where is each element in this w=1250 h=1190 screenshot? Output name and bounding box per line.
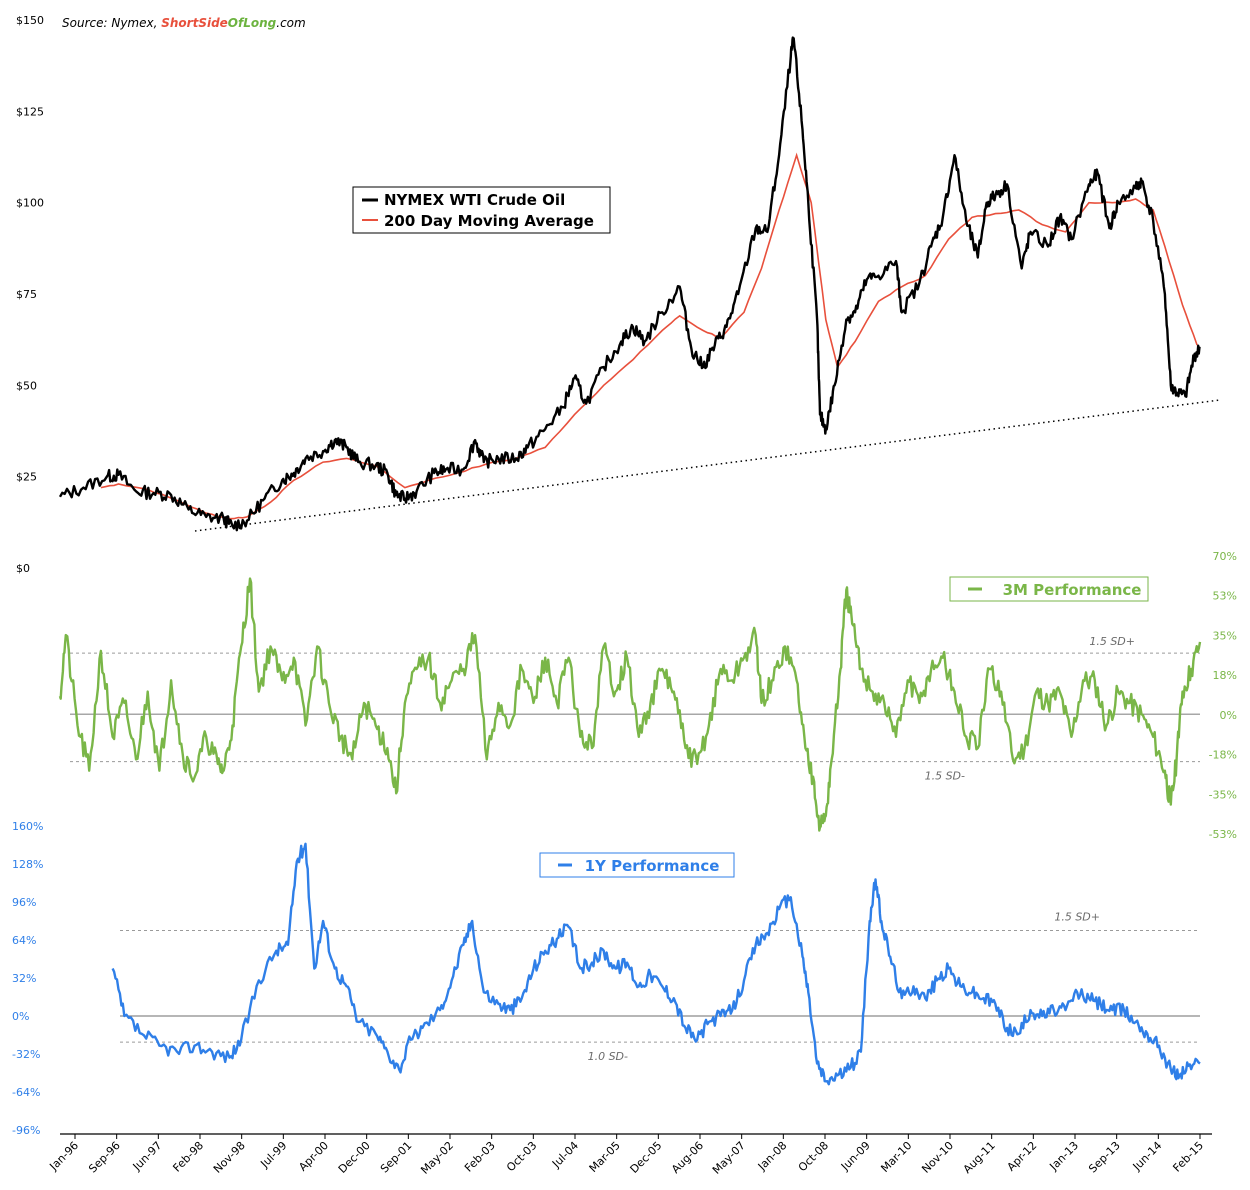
- y-tick-label: $50: [16, 379, 37, 392]
- x-tick-label: Nov-98: [211, 1139, 248, 1176]
- x-tick-label: Jan-96: [47, 1139, 82, 1174]
- y-tick-label: -64%: [12, 1086, 40, 1099]
- x-tick-label: Mar-10: [878, 1139, 914, 1175]
- x-tick-label: Jul-04: [549, 1139, 581, 1171]
- y-tick-label: 0%: [12, 1010, 29, 1023]
- y-tick-label: $150: [16, 14, 44, 27]
- performance-1y-panel: 160% 128% 96% 64% 32% 0% -32% -64% -96% 1.5 SD+ 1.…: [12, 820, 1201, 1137]
- y-tick-label: $100: [16, 197, 44, 210]
- legend-label-3m: 3M Performance: [1003, 581, 1142, 599]
- y-tick-label: 160%: [12, 820, 43, 833]
- series-line-1y: [111, 842, 1201, 1086]
- brand-short: Short: [161, 16, 199, 30]
- source-note: Source: Nymex, ShortSideOfLong.com: [62, 16, 306, 30]
- y-tick-label: 96%: [12, 896, 36, 909]
- brand-long: Long: [243, 16, 276, 30]
- y-tick-label: $0: [16, 562, 30, 575]
- brand-side: Side: [198, 16, 227, 30]
- x-tick-label: May-07: [710, 1139, 748, 1177]
- y-tick-label: 35%: [1213, 629, 1237, 642]
- x-tick-label: Sep-13: [1086, 1139, 1123, 1176]
- x-tick-label: Sep-96: [86, 1139, 123, 1176]
- x-tick-label: Feb-03: [462, 1139, 498, 1175]
- series-line-3m: [58, 577, 1202, 832]
- y-tick-label: 64%: [12, 934, 36, 947]
- legend-box: [352, 186, 611, 234]
- brand-suffix: .com: [276, 16, 305, 30]
- price-panel: $150 $125 $100 $75 $50 $25 $0 NYMEX WTI Crude O…: [16, 14, 1221, 575]
- y-tick-label: 32%: [12, 972, 36, 985]
- y-tick-label: -18%: [1209, 749, 1237, 762]
- brand-of: Of: [228, 16, 245, 30]
- y-tick-label: -96%: [12, 1124, 40, 1137]
- y-tick-label: 18%: [1213, 669, 1237, 682]
- x-tick-label: May-02: [418, 1139, 456, 1177]
- x-tick-label: Jan-08: [755, 1139, 790, 1174]
- x-tick-label: Apr-12: [1005, 1139, 1040, 1174]
- x-tick-label: Jun-14: [1130, 1139, 1165, 1174]
- x-tick-label: Jun-09: [838, 1139, 873, 1174]
- x-axis: Jan-96 Sep-96 Jun-97 Feb-98 Nov-98 Jul-99 Apr-…: [47, 1133, 1212, 1177]
- support-trendline: [194, 399, 1221, 532]
- legend-box: [949, 576, 1149, 602]
- sd-upper-label: 1.5 SD+: [1089, 635, 1135, 648]
- x-tick-label: Dec-05: [627, 1139, 664, 1176]
- x-tick-label: Mar-05: [587, 1139, 623, 1175]
- x-tick-label: Oct-03: [504, 1139, 539, 1174]
- x-tick-label: Apr-00: [296, 1139, 331, 1174]
- performance-3m-panel: 70% 53% 35% 18% 0% -18% -35% -53% 1.5 SD+ 1.5 SD-…: [58, 550, 1237, 841]
- legend-label-wti: NYMEX WTI Crude Oil: [384, 191, 565, 209]
- y-tick-label: -53%: [1209, 828, 1237, 841]
- legend-box: [539, 852, 735, 878]
- y-tick-label: 70%: [1213, 550, 1237, 563]
- series-line-wti: [58, 36, 1202, 532]
- source-prefix: Source: Nymex,: [62, 16, 161, 30]
- x-tick-label: Oct-08: [796, 1139, 831, 1174]
- x-tick-label: Aug-06: [669, 1139, 706, 1176]
- y-tick-label: -32%: [12, 1048, 40, 1061]
- x-tick-label: Jul-99: [257, 1139, 289, 1171]
- y-tick-label: 128%: [12, 858, 43, 871]
- x-tick-label: Sep-01: [378, 1139, 415, 1176]
- sd-lower-label: 1.0 SD-: [588, 1050, 628, 1063]
- y-tick-label: 53%: [1213, 590, 1237, 603]
- x-tick-label: Aug-11: [961, 1139, 998, 1176]
- y-tick-label: $25: [16, 471, 37, 484]
- y-tick-label: 0%: [1220, 709, 1237, 722]
- y-tick-label: $125: [16, 105, 44, 118]
- x-tick-label: Feb-98: [170, 1139, 206, 1175]
- x-tick-label: Feb-15: [1170, 1139, 1206, 1175]
- y-tick-label: -35%: [1209, 788, 1237, 801]
- y-tick-label: $75: [16, 288, 37, 301]
- legend-label-200dma: 200 Day Moving Average: [384, 212, 594, 230]
- sd-lower-label: 1.5 SD-: [925, 770, 965, 783]
- x-tick-label: Dec-00: [336, 1139, 373, 1176]
- x-tick-label: Nov-10: [919, 1139, 956, 1176]
- x-tick-label: Jun-97: [130, 1139, 165, 1174]
- x-tick-label: Jan-13: [1047, 1139, 1082, 1174]
- sd-upper-label: 1.5 SD+: [1054, 911, 1100, 924]
- legend-label-1y: 1Y Performance: [585, 857, 720, 875]
